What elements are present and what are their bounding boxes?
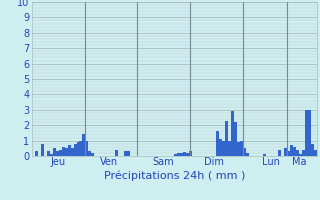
Bar (177, 153, 180, 156)
Bar (74, 144, 76, 156)
Bar (308, 110, 311, 156)
Bar (183, 152, 186, 156)
Bar (222, 141, 225, 156)
Bar (76, 142, 79, 156)
Bar (71, 148, 74, 156)
Bar (91, 153, 94, 156)
Bar (115, 150, 118, 156)
Bar (278, 150, 281, 156)
Bar (284, 148, 287, 156)
Bar (225, 121, 228, 156)
Bar (296, 150, 299, 156)
Bar (314, 150, 317, 156)
Bar (219, 139, 222, 156)
Bar (79, 141, 83, 156)
Bar (62, 147, 65, 156)
Bar (293, 147, 296, 156)
Bar (186, 153, 189, 156)
Bar (216, 131, 219, 156)
Bar (302, 150, 305, 156)
Bar (85, 141, 88, 156)
Bar (228, 141, 231, 156)
Bar (234, 122, 237, 156)
Bar (47, 151, 50, 156)
Bar (240, 141, 243, 156)
Bar (68, 145, 71, 156)
Bar (243, 148, 246, 156)
Bar (50, 154, 53, 156)
Bar (311, 144, 314, 156)
Bar (237, 142, 240, 156)
Bar (180, 153, 183, 156)
Bar (287, 151, 290, 156)
Bar (174, 154, 177, 156)
Bar (41, 144, 44, 156)
Bar (56, 151, 59, 156)
X-axis label: Précipitations 24h ( mm ): Précipitations 24h ( mm ) (104, 170, 245, 181)
Bar (263, 154, 266, 156)
Bar (305, 110, 308, 156)
Bar (246, 153, 249, 156)
Bar (124, 151, 127, 156)
Bar (231, 111, 234, 156)
Bar (127, 151, 130, 156)
Bar (65, 148, 68, 156)
Bar (35, 151, 38, 156)
Bar (290, 145, 293, 156)
Bar (189, 151, 192, 156)
Bar (299, 154, 302, 156)
Bar (59, 150, 62, 156)
Bar (53, 148, 56, 156)
Bar (83, 134, 85, 156)
Bar (88, 151, 91, 156)
